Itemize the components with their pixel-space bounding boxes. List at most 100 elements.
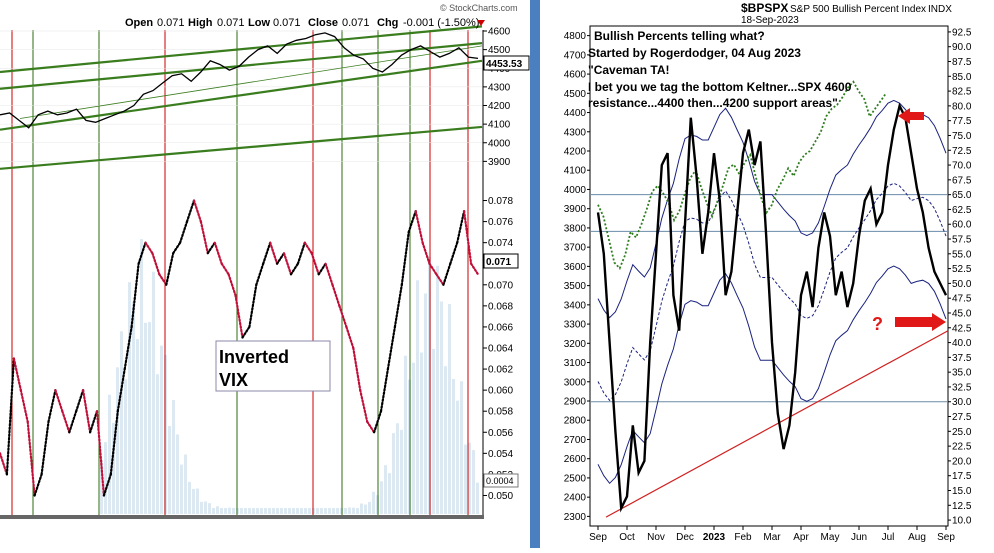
volume-bar xyxy=(256,508,259,514)
open-value: 0.071 xyxy=(157,17,185,29)
spx-tick-label: 4200 xyxy=(564,147,587,158)
vix-segment xyxy=(310,252,320,276)
volume-bar xyxy=(168,426,171,514)
volume-bar xyxy=(108,394,111,514)
vix-segment xyxy=(289,262,299,276)
spx-tick-label: 3600 xyxy=(564,262,587,273)
vix-segment xyxy=(241,325,251,339)
volume-bar xyxy=(436,265,439,514)
volume-bar xyxy=(264,508,267,514)
volume-bar xyxy=(420,352,423,514)
x-tick-label: Jul xyxy=(882,532,895,543)
volume-bar xyxy=(152,271,155,514)
volume-bar xyxy=(272,508,275,514)
volume-bar xyxy=(324,508,327,514)
volume-bar xyxy=(144,322,147,514)
high-value: 0.071 xyxy=(217,17,245,29)
vix-segment xyxy=(88,410,99,434)
vix-segment xyxy=(449,241,459,265)
vix-segment xyxy=(366,420,376,434)
left-chart-panel: 460045004400430042004100400039000.0780.0… xyxy=(0,3,530,519)
volume-bar xyxy=(196,488,199,514)
spx-tick-label: 3200 xyxy=(564,339,587,350)
bp-tick-label: 22.5 xyxy=(952,442,972,453)
spx-tick-label: 4600 xyxy=(564,70,587,81)
vix-badge xyxy=(483,253,519,269)
vix-tick-label: 0.074 xyxy=(488,238,513,249)
volume-bar xyxy=(252,508,255,514)
volume-bar xyxy=(176,434,179,514)
vix-segment xyxy=(109,410,119,476)
chart-date: 18-Sep-2023 xyxy=(741,15,799,26)
x-tick-label: Mar xyxy=(763,532,781,543)
trend-channels xyxy=(0,25,483,170)
volume-bar xyxy=(132,301,135,514)
vix-segment xyxy=(331,283,341,307)
vix-segment xyxy=(421,241,431,265)
volume-bar xyxy=(156,374,159,514)
volume-bar xyxy=(284,508,287,514)
right-arrow-icon xyxy=(895,313,946,331)
vix-segment xyxy=(185,199,196,223)
annotation-box xyxy=(215,340,331,392)
volume-bar xyxy=(160,345,163,514)
vix-badge-text: 0.071 xyxy=(486,257,511,268)
vix-segment xyxy=(12,357,22,392)
volume-bar xyxy=(452,379,455,514)
volume-bar xyxy=(184,454,187,514)
volume-bar xyxy=(124,379,127,514)
volume-bar xyxy=(172,400,175,514)
watermark: © StockCharts.com xyxy=(440,3,518,13)
price-tick-label: 3900 xyxy=(488,157,511,168)
price-tick-label: 4200 xyxy=(488,101,511,112)
spx-tick-label: 3900 xyxy=(564,204,587,215)
volume-bar xyxy=(212,508,215,514)
vix-segment xyxy=(379,368,389,413)
x-tick-label: Sep xyxy=(589,532,607,543)
x-tick-label: Sep xyxy=(937,532,955,543)
spx-tick-label: 2900 xyxy=(564,397,587,408)
volume-bar xyxy=(460,381,463,514)
vix-segment xyxy=(116,368,126,413)
spx-tick-label: 4300 xyxy=(564,127,587,138)
volume-bar xyxy=(320,508,323,514)
vix-tick-label: 0.068 xyxy=(488,301,513,312)
high-label: High xyxy=(188,17,213,29)
x-tick-label: Nov xyxy=(647,532,665,543)
volume-bar xyxy=(468,442,471,514)
bp-tick-label: 62.5 xyxy=(952,205,972,216)
annotation-line-1: Bullish Percents telling what? xyxy=(594,29,765,43)
bp-tick-label: 15.0 xyxy=(952,486,972,497)
annotation-line-5: resistance...4400 then...4200 support ar… xyxy=(588,96,838,110)
vix-segment xyxy=(75,389,85,413)
annotation-block: Bullish Percents telling what? Started b… xyxy=(588,29,852,110)
vix-segment xyxy=(47,389,57,423)
volume-bar xyxy=(400,429,403,514)
vix-segment xyxy=(470,262,480,276)
volume-bar xyxy=(448,304,451,514)
spx-tick-label: 2300 xyxy=(564,512,587,523)
x-tick-label: Apr xyxy=(793,532,809,543)
vix-tick-label: 0.056 xyxy=(488,428,513,439)
volume-bar xyxy=(380,481,383,514)
volume-bar xyxy=(228,507,231,514)
vix-segment xyxy=(248,283,258,328)
volume-bar xyxy=(412,362,415,514)
volume-bar xyxy=(384,465,387,514)
price-tick-label: 4600 xyxy=(488,27,511,38)
volume-bar xyxy=(392,433,395,514)
vix-tick-label: 0.066 xyxy=(488,322,513,333)
volume-bar xyxy=(396,423,399,514)
vix-segment xyxy=(220,262,230,276)
vix-segment xyxy=(352,346,362,392)
spx-tick-label: 2700 xyxy=(564,435,587,446)
vix-series xyxy=(0,199,480,497)
spx-tick-label: 3000 xyxy=(564,377,587,388)
x-tick-label: 2023 xyxy=(703,532,726,543)
right-chart-panel: 4800 4700 4600 4500 4400 4300 4200 4100 4000 3900… xyxy=(540,0,994,548)
volume-bar xyxy=(432,348,435,514)
vix-tick-label: 0.076 xyxy=(488,217,513,228)
volume-bar xyxy=(208,503,211,514)
vix-segment xyxy=(0,452,9,476)
volume-bar xyxy=(424,293,427,514)
